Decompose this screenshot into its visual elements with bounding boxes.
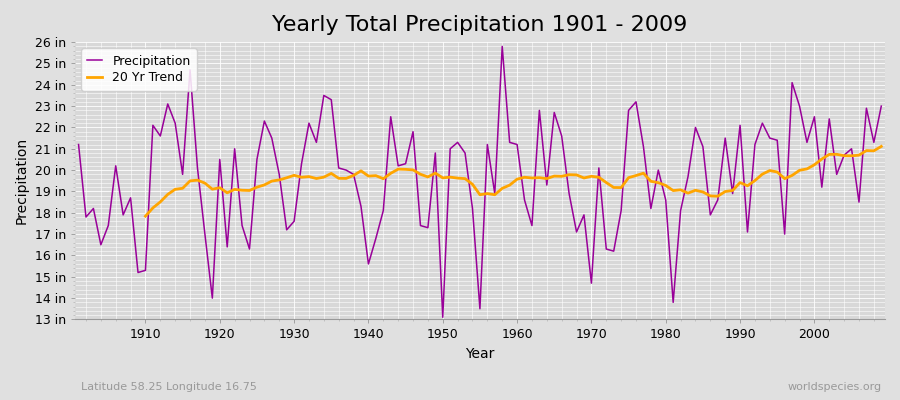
Line: Precipitation: Precipitation: [78, 46, 881, 317]
Legend: Precipitation, 20 Yr Trend: Precipitation, 20 Yr Trend: [81, 48, 197, 91]
Title: Yearly Total Precipitation 1901 - 2009: Yearly Total Precipitation 1901 - 2009: [272, 15, 688, 35]
Precipitation: [616, 208, 626, 213]
Precipitation: [132, 270, 143, 275]
Precipitation: [296, 161, 307, 166]
20 Yr Trend: [282, 175, 292, 180]
20 Yr Trend: [311, 176, 322, 181]
Precipitation: [437, 315, 448, 320]
Precipitation: [73, 142, 84, 147]
20 Yr Trend: [519, 175, 530, 180]
Precipitation: [519, 198, 530, 202]
20 Yr Trend: [140, 214, 151, 218]
20 Yr Trend: [876, 144, 886, 149]
Text: Latitude 58.25 Longitude 16.75: Latitude 58.25 Longitude 16.75: [81, 382, 256, 392]
20 Yr Trend: [839, 153, 850, 158]
Precipitation: [341, 168, 352, 172]
20 Yr Trend: [816, 157, 827, 162]
X-axis label: Year: Year: [465, 347, 495, 361]
Precipitation: [526, 223, 537, 228]
Y-axis label: Precipitation: Precipitation: [15, 137, 29, 224]
Text: worldspecies.org: worldspecies.org: [788, 382, 882, 392]
Precipitation: [497, 44, 508, 49]
Line: 20 Yr Trend: 20 Yr Trend: [146, 146, 881, 216]
Precipitation: [876, 104, 886, 108]
20 Yr Trend: [579, 176, 590, 180]
